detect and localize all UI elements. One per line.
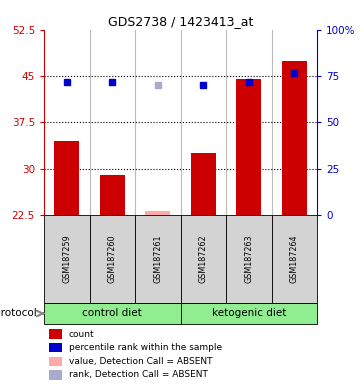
Text: control diet: control diet <box>82 308 142 318</box>
Bar <box>282 61 307 215</box>
Bar <box>49 370 62 380</box>
Bar <box>191 153 216 215</box>
Title: GDS2738 / 1423413_at: GDS2738 / 1423413_at <box>108 15 253 28</box>
Text: GSM187264: GSM187264 <box>290 235 299 283</box>
Text: rank, Detection Call = ABSENT: rank, Detection Call = ABSENT <box>69 371 208 379</box>
Bar <box>49 329 62 339</box>
Bar <box>100 175 125 215</box>
FancyBboxPatch shape <box>44 215 90 303</box>
Text: protocol: protocol <box>0 308 37 318</box>
Bar <box>54 141 79 215</box>
Text: percentile rank within the sample: percentile rank within the sample <box>69 343 222 352</box>
Text: value, Detection Call = ABSENT: value, Detection Call = ABSENT <box>69 357 212 366</box>
FancyBboxPatch shape <box>90 215 135 303</box>
Bar <box>145 211 170 215</box>
FancyBboxPatch shape <box>271 215 317 303</box>
Bar <box>49 357 62 366</box>
Text: GSM187262: GSM187262 <box>199 235 208 283</box>
Text: GSM187261: GSM187261 <box>153 235 162 283</box>
FancyBboxPatch shape <box>44 303 180 324</box>
Text: ketogenic diet: ketogenic diet <box>212 308 286 318</box>
Text: GSM187263: GSM187263 <box>244 235 253 283</box>
FancyBboxPatch shape <box>135 215 180 303</box>
Text: count: count <box>69 329 94 339</box>
Text: GSM187259: GSM187259 <box>62 235 71 283</box>
FancyBboxPatch shape <box>180 303 317 324</box>
Bar <box>49 343 62 353</box>
Bar <box>236 79 261 215</box>
Text: GSM187260: GSM187260 <box>108 235 117 283</box>
FancyBboxPatch shape <box>180 215 226 303</box>
FancyBboxPatch shape <box>226 215 271 303</box>
